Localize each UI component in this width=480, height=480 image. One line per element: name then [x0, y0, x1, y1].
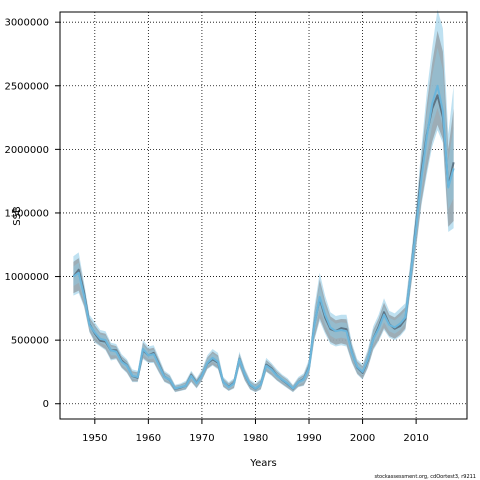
plot-frame: [59, 11, 468, 420]
x-tick-label: 1960: [136, 433, 161, 444]
y-tick-label: 1000000: [4, 272, 49, 283]
x-axis-ticks: 1950 1960 1970 1980 1990 2000 2010: [82, 419, 429, 444]
y-tick-label: 0: [43, 399, 49, 410]
x-tick-label: 2000: [350, 433, 375, 444]
confidence-band-overlap: [73, 47, 454, 391]
confidence-band-gray: [73, 30, 454, 392]
series-line-gray: [72, 94, 455, 390]
y-tick-label: 500000: [11, 336, 49, 347]
y-axis-ticks: 0 500000 1000000 1500000 2000000 2500000 30000…: [4, 18, 60, 410]
y-tick-label: 3000000: [4, 18, 49, 29]
y-axis-title: SSB: [12, 206, 23, 226]
series-lines: [72, 84, 455, 390]
footnote: stockassessment.org, cdOortest3, r9211: [374, 474, 476, 480]
x-tick-label: 1990: [296, 433, 321, 444]
grid-lines: [60, 12, 467, 419]
x-tick-label: 2010: [403, 433, 428, 444]
confidence-bands: [73, 9, 454, 393]
y-tick-label: 1500000: [4, 208, 49, 219]
x-tick-label: 1970: [189, 433, 214, 444]
x-axis-title: Years: [249, 458, 276, 469]
series-line-blue: [72, 84, 455, 390]
y-tick-label: 2000000: [4, 145, 49, 156]
y-tick-label: 2500000: [4, 81, 49, 92]
x-tick-label: 1950: [82, 433, 107, 444]
x-tick-label: 1980: [243, 433, 268, 444]
